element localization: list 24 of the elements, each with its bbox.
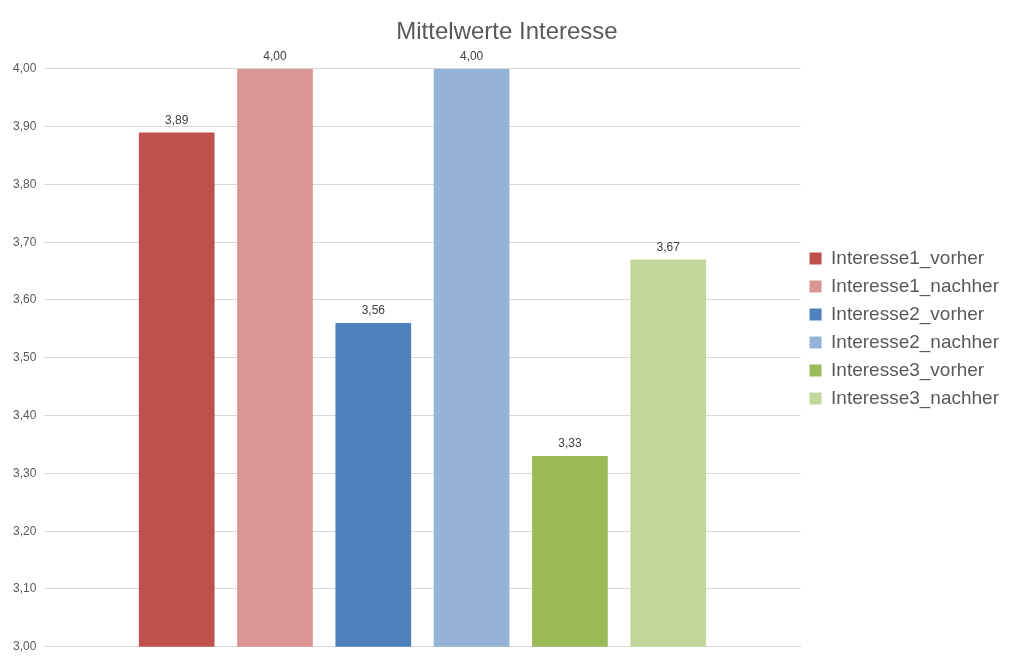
legend-label: Interesse3_vorher: [831, 358, 985, 381]
y-tick-label: 3,90: [13, 118, 37, 133]
chart-title: Mittelwerte Interesse: [396, 17, 618, 45]
data-label: 3,56: [361, 303, 386, 318]
y-tick-label: 3,80: [13, 176, 37, 191]
legend-label: Interesse1_nachher: [831, 274, 1000, 297]
y-tick-label: 3,70: [13, 234, 37, 249]
y-tick-label: 3,20: [13, 523, 37, 538]
data-label: 3,67: [656, 239, 681, 254]
data-label: 3,33: [558, 436, 582, 451]
y-tick-label: 3,10: [13, 581, 37, 596]
data-label: 4,00: [263, 49, 287, 64]
y-tick-label: 3,50: [13, 350, 37, 365]
y-tick-label: 3,60: [13, 292, 37, 307]
y-tick-label: 3,40: [13, 407, 37, 422]
data-label: 3,89: [165, 112, 189, 127]
y-tick-label: 3,00: [13, 639, 37, 654]
y-tick-label: 3,30: [13, 465, 37, 480]
legend-label: Interesse3_nachher: [831, 386, 1000, 409]
data-label: 4,00: [459, 49, 484, 64]
legend-label: Interesse1_vorher: [831, 246, 985, 269]
y-tick-label: 4,00: [13, 61, 37, 76]
legend-label: Interesse2_vorher: [831, 302, 985, 325]
legend-label: Interesse2_nachher: [831, 330, 1000, 353]
